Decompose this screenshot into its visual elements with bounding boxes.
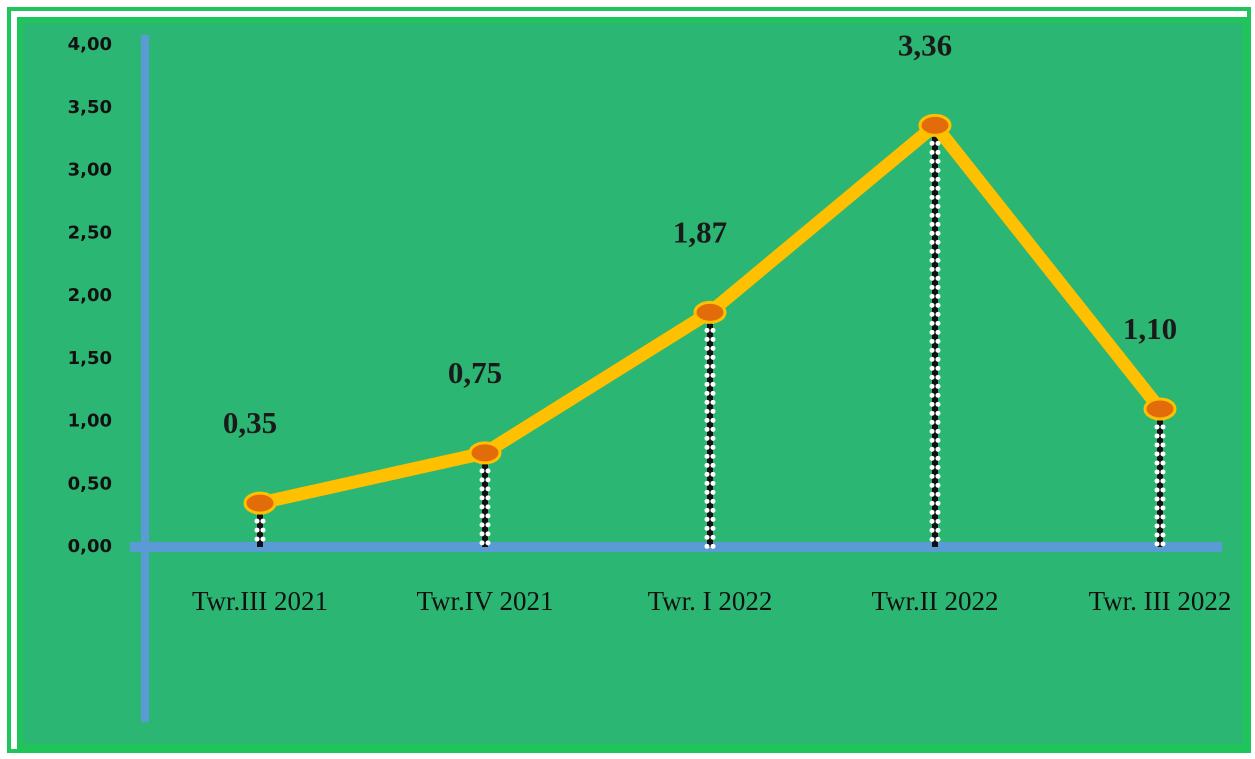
data-label: 0,35 (223, 405, 277, 440)
y-tick-label: 2,00 (68, 285, 112, 306)
x-tick-label: Twr. III 2022 (1089, 586, 1232, 616)
x-tick-label: Twr.II 2022 (871, 586, 998, 616)
y-tick-label: 1,00 (68, 411, 112, 432)
y-tick-label: 3,00 (68, 160, 112, 181)
data-label: 3,36 (898, 27, 952, 62)
y-tick-label: 0,00 (68, 536, 112, 557)
y-tick-label: 3,50 (68, 97, 112, 118)
y-tick-label: 4,00 (68, 34, 112, 55)
data-label: 1,87 (673, 214, 727, 249)
x-tick-label: Twr. I 2022 (648, 586, 773, 616)
marker (243, 491, 277, 515)
marker (918, 113, 952, 137)
data-label: 1,10 (1123, 311, 1177, 346)
y-tick-label: 0,50 (68, 473, 112, 494)
marker (468, 441, 502, 465)
marker (693, 300, 727, 324)
y-tick-label: 2,50 (68, 222, 112, 243)
marker (1143, 397, 1177, 421)
x-tick-label: Twr.IV 2021 (416, 586, 553, 616)
y-tick-label: 1,50 (68, 348, 112, 369)
plot-background (17, 17, 1249, 750)
x-tick-label: Twr.III 2021 (192, 586, 328, 616)
data-label: 0,75 (448, 355, 502, 390)
